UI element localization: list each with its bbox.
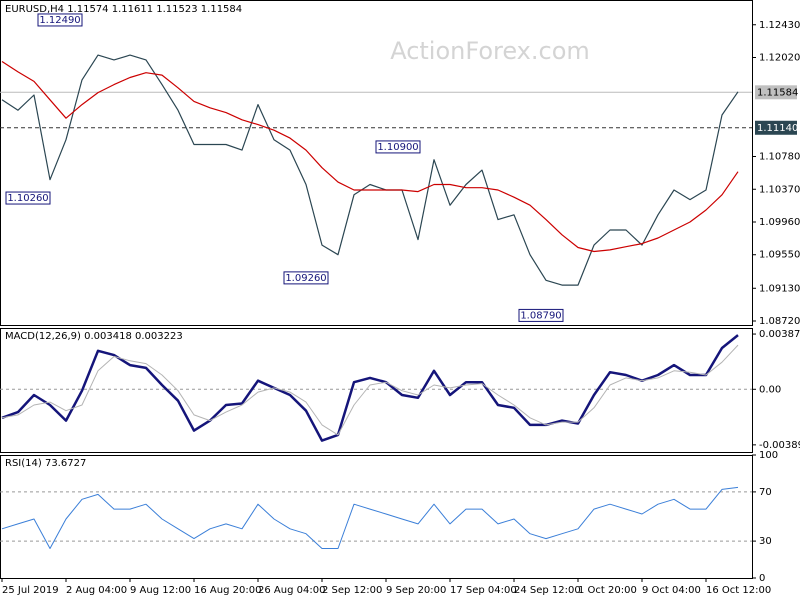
annotation-label: 1.12490 [39,15,80,26]
annotation-box [518,308,564,322]
level-box [755,120,797,135]
y-tick-label: 1.09130 [759,283,800,294]
y-tick-label: 1.10370 [759,184,800,195]
y-tick-label: 1.08720 [759,316,800,327]
x-tick-label: 16 Oct 12:00 [706,585,771,596]
rsi-panel [0,455,753,579]
x-tick-label: 25 Jul 2019 [2,585,59,596]
x-tick-label: 9 Oct 04:00 [642,585,701,596]
x-tick-label: 24 Sep 12:00 [514,585,581,596]
x-tick-label: 26 Aug 04:00 [258,585,325,596]
price-box [755,85,797,100]
series-line [1,344,739,436]
x-tick-label: 9 Sep 20:00 [386,585,446,596]
y-tick-label: 1.09550 [759,250,800,261]
annotation-label: 1.08790 [520,310,561,321]
y-tick-label: 0.003876 [759,329,800,340]
y-tick-label: 0 [759,573,765,584]
x-tick-label: 1 Oct 20:00 [578,585,637,596]
watermark: ActionForex.com [390,37,590,65]
annotation-label: 1.09260 [285,273,326,284]
price-label: 1.11584 [757,87,798,98]
annotation-label: 1.10900 [377,142,418,153]
x-tick-label: 16 Aug 20:00 [194,585,261,596]
y-tick-label: 0.00 [759,384,781,395]
annotation-box [375,140,421,154]
level-label: 1.11140 [757,123,798,134]
series-line [1,486,739,549]
y-tick-label: 1.09960 [759,217,800,228]
y-tick-label: 100 [759,450,778,461]
series-line [1,54,739,286]
y-tick-label: 30 [759,536,772,547]
y-tick-label: 70 [759,487,772,498]
annotation-box [37,13,83,27]
x-tick-label: 2 Aug 04:00 [66,585,127,596]
y-tick-label: 1.10780 [759,152,800,163]
annotation-label: 1.10260 [7,193,48,204]
macd-title: MACD(12,26,9) 0.003418 0.003223 [5,331,183,342]
x-tick-label: 2 Sep 12:00 [322,585,382,596]
x-tick-label: 17 Sep 04:00 [450,585,517,596]
rsi-title: RSI(14) 73.6727 [5,458,86,469]
x-tick-label: 9 Aug 12:00 [130,585,191,596]
annotation-box [283,271,329,285]
series-line [1,60,739,253]
macd-panel [0,328,753,453]
main-panel [0,0,753,326]
y-tick-label: 1.12020 [759,52,800,63]
annotation-box [5,191,51,205]
series-line [1,334,739,442]
y-tick-label: 1.12430 [759,20,800,31]
y-tick-label: -0.003899 [759,440,800,451]
chart-title: EURUSD,H4 1.11574 1.11611 1.11523 1.1158… [5,4,242,15]
